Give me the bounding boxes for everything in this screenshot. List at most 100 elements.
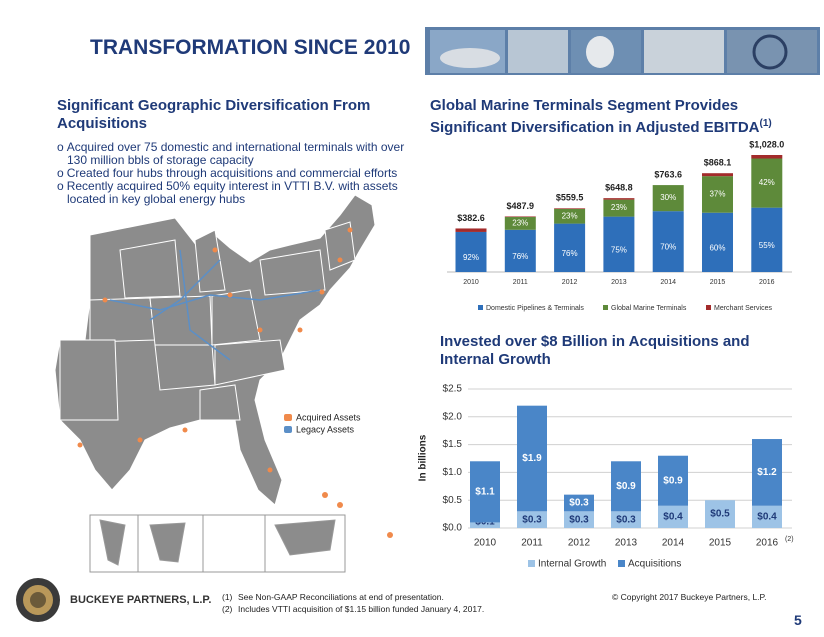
value-label: $0.4 — [757, 512, 777, 523]
bar-segment — [564, 511, 594, 528]
legend-swatch — [528, 560, 535, 567]
value-label: 60% — [709, 243, 725, 252]
value-label: 76% — [562, 249, 578, 258]
total-label: $487.9 — [507, 201, 535, 211]
total-label: $763.6 — [654, 169, 682, 179]
footnote: (2) Includes VTTI acquisition of $1.15 bi… — [222, 604, 484, 614]
section-heading: Significant Geographic Diversification F… — [57, 97, 371, 132]
bar-segment — [652, 211, 684, 272]
legend-label: Domestic Pipelines & Terminals — [486, 305, 584, 312]
x-tick-label: 2012 — [568, 538, 591, 549]
bar-segment — [752, 505, 782, 528]
footnote: (1) See Non-GAAP Reconciliations at end o… — [222, 592, 484, 602]
y-tick-label: $0.5 — [443, 495, 463, 506]
bar-segment — [652, 185, 684, 212]
value-label: 55% — [759, 241, 775, 250]
bar-segment — [702, 212, 733, 272]
map-routes — [109, 249, 321, 361]
x-tick-label: 2013 — [611, 279, 627, 286]
footnote-text: See Non-GAAP Reconciliations at end of p… — [238, 592, 444, 602]
x-tick-label: 2015 — [709, 538, 732, 549]
legend-swatch — [284, 414, 292, 421]
x-tick-label: 2010 — [474, 538, 497, 549]
bar-segment — [504, 217, 536, 230]
footnote-marker: (1) — [222, 592, 233, 602]
bar-segment — [752, 439, 782, 506]
photo-strip — [425, 27, 820, 75]
x-tick-label: 2014 — [660, 279, 676, 286]
y-axis-label: In billions — [418, 434, 429, 481]
chart-title: Global Marine Terminals Segment Provides… — [430, 97, 790, 137]
bar-segment — [603, 198, 635, 200]
value-label: $0.9 — [616, 481, 636, 492]
x-tick-label: 2010 — [463, 279, 479, 286]
value-label: $1.2 — [757, 467, 777, 478]
legend-swatch — [603, 305, 608, 310]
bar-segment — [702, 176, 733, 213]
value-label: $0.9 — [663, 475, 683, 486]
value-label: $0.5 — [710, 509, 730, 520]
chart-title-text: Global Marine Terminals Segment Provides… — [430, 97, 760, 136]
bar-segment — [751, 207, 783, 272]
x-tick-label: 2016 — [756, 538, 779, 549]
legend-label: Global Marine Terminals — [611, 305, 687, 312]
legend-swatch — [478, 305, 483, 310]
bar-segment — [751, 155, 783, 159]
bullet-list: Acquired over 75 domestic and internatio… — [57, 141, 417, 206]
x-tick-label: 2013 — [615, 538, 638, 549]
bullet: Acquired over 75 domestic and internatio… — [57, 141, 417, 167]
page-title: TRANSFORMATION SINCE 2010 — [90, 36, 411, 59]
copyright: © Copyright 2017 Buckeye Partners, L.P. — [612, 592, 767, 602]
bar-segment — [554, 208, 586, 209]
y-tick-label: $1.0 — [443, 467, 463, 478]
footnote-text: Includes VTTI acquisition of $1.15 billi… — [238, 604, 485, 614]
total-label: $1,028.0 — [749, 139, 784, 149]
bar-segment — [504, 216, 536, 218]
value-label: $0.4 — [663, 512, 683, 523]
value-label: 30% — [660, 193, 676, 202]
company-name: BUCKEYE PARTNERS, L.P. — [70, 594, 212, 606]
value-label: 92% — [463, 253, 479, 262]
x-tick-label: 2016 — [759, 279, 775, 286]
page-number: 5 — [794, 612, 802, 628]
bar-segment — [611, 461, 641, 512]
bar-segment — [517, 405, 547, 512]
value-label: 37% — [709, 190, 725, 199]
bar-segment — [554, 223, 586, 272]
x-tick-label: 2015 — [710, 279, 726, 286]
value-label: $1.9 — [522, 453, 542, 464]
legend-label: Acquired Assets — [296, 412, 361, 422]
bar-segment — [658, 505, 688, 528]
bullet: Recently acquired 50% equity interest in… — [57, 180, 417, 206]
bar-segment — [455, 228, 487, 232]
y-tick-label: $1.5 — [443, 439, 463, 450]
legend-swatch — [706, 305, 711, 310]
value-label: $0.3 — [569, 498, 589, 509]
bar-segment — [658, 455, 688, 506]
bar-segment — [705, 500, 735, 528]
category-footnote: (2) — [785, 536, 794, 543]
x-tick-label: 2011 — [513, 279, 528, 286]
bar-segment — [702, 173, 733, 177]
legend-label: Acquisitions — [628, 559, 681, 570]
x-tick-label: 2014 — [662, 538, 685, 549]
bar-segment — [455, 231, 487, 272]
legend-swatch — [284, 426, 292, 433]
x-tick-label: 2012 — [562, 279, 578, 286]
y-tick-label: $2.5 — [443, 384, 463, 395]
legend-label: Internal Growth — [538, 559, 606, 570]
chart-title: Invested over $8 Billion in Acquisitions… — [440, 333, 750, 368]
bar-segment — [470, 461, 500, 523]
value-label: $0.3 — [569, 514, 589, 525]
x-tick-label: 2011 — [521, 538, 543, 549]
chart-title-note: (1) — [759, 118, 772, 129]
bar-segment — [603, 199, 635, 217]
y-tick-label: $2.0 — [443, 411, 463, 422]
footnote-marker: (2) — [222, 604, 233, 614]
total-label: $648.8 — [605, 183, 633, 193]
bar-segment — [504, 229, 536, 272]
total-label: $868.1 — [704, 158, 732, 168]
value-label: $0.3 — [616, 514, 636, 525]
value-label: 76% — [512, 252, 528, 261]
bar-segment — [517, 511, 547, 528]
